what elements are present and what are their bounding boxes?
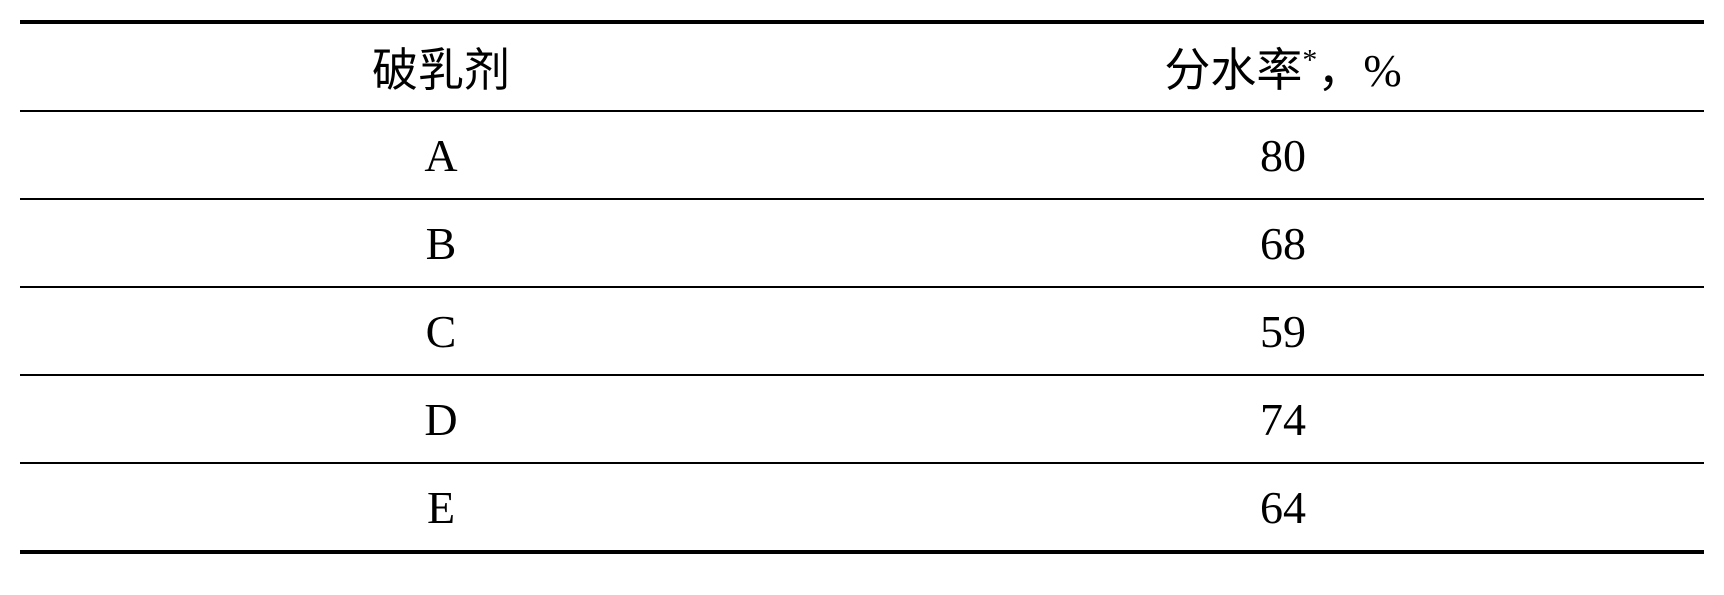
data-table: 破乳剂 分水率*，% A 80 B 68 C 59 D 74 — [20, 20, 1704, 554]
data-table-container: 破乳剂 分水率*，% A 80 B 68 C 59 D 74 — [20, 20, 1704, 554]
table-body: A 80 B 68 C 59 D 74 E 64 — [20, 111, 1704, 552]
header-col1: 破乳剂 — [20, 22, 862, 111]
cell-label: B — [20, 199, 862, 287]
cell-value: 74 — [862, 375, 1704, 463]
table-row: D 74 — [20, 375, 1704, 463]
table-row: B 68 — [20, 199, 1704, 287]
cell-label: D — [20, 375, 862, 463]
cell-label: E — [20, 463, 862, 552]
header-col2-suffix: ，% — [1317, 45, 1401, 96]
cell-label: A — [20, 111, 862, 199]
table-row: C 59 — [20, 287, 1704, 375]
header-col2-prefix: 分水率 — [1164, 45, 1302, 96]
table-row: E 64 — [20, 463, 1704, 552]
cell-value: 64 — [862, 463, 1704, 552]
table-row: A 80 — [20, 111, 1704, 199]
header-col2: 分水率*，% — [862, 22, 1704, 111]
cell-label: C — [20, 287, 862, 375]
header-col2-sup: * — [1302, 44, 1317, 77]
table-header-row: 破乳剂 分水率*，% — [20, 22, 1704, 111]
cell-value: 80 — [862, 111, 1704, 199]
cell-value: 68 — [862, 199, 1704, 287]
cell-value: 59 — [862, 287, 1704, 375]
